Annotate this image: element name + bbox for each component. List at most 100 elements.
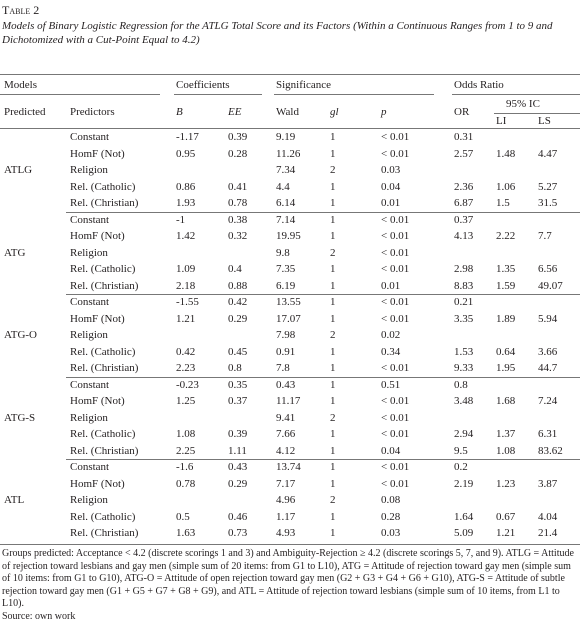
value-cell: 0.39 xyxy=(228,428,248,440)
model-label: ATL xyxy=(4,494,25,506)
header-cell: 95% IC xyxy=(506,98,540,110)
value-cell: 0.41 xyxy=(228,180,248,193)
predictor-cell: HomF (Not) xyxy=(70,395,125,407)
value-cell: 1 xyxy=(330,147,336,160)
value-cell: 2.25 xyxy=(176,444,196,457)
value-cell: 0.43 xyxy=(276,378,296,391)
value-cell: 1.23 xyxy=(496,477,516,490)
value-cell: 1 xyxy=(330,263,336,275)
value-cell: 0.08 xyxy=(381,494,401,506)
header-cell: B xyxy=(176,106,183,118)
value-cell: 9.5 xyxy=(454,444,468,457)
value-cell: 7.66 xyxy=(276,428,296,440)
predictor-cell: Religion xyxy=(70,329,108,341)
value-cell: 44.7 xyxy=(538,362,558,374)
value-cell: 5.27 xyxy=(538,180,558,193)
header-cell: LI xyxy=(496,115,507,127)
value-cell: 8.83 xyxy=(454,279,474,292)
predictor-cell: Religion xyxy=(70,246,108,259)
value-cell: 0.28 xyxy=(228,147,248,160)
value-cell: 0.35 xyxy=(228,378,248,391)
value-cell: 4.13 xyxy=(454,230,474,242)
rule xyxy=(0,74,580,75)
model-label: ATLG xyxy=(4,164,33,176)
predictor-cell: Rel. (Catholic) xyxy=(70,180,136,193)
value-cell: 0.42 xyxy=(228,296,248,308)
predictor-cell: Constant xyxy=(70,213,110,226)
value-cell: 2.94 xyxy=(454,428,474,440)
value-cell: 0.04 xyxy=(381,180,401,193)
value-cell: < 0.01 xyxy=(381,131,410,143)
value-cell: 1.21 xyxy=(496,527,516,539)
value-cell: 1 xyxy=(330,312,336,325)
value-cell: 0.43 xyxy=(228,461,248,473)
header-cell: EE xyxy=(228,106,242,118)
value-cell: 0.51 xyxy=(381,378,401,391)
predictor-cell: Religion xyxy=(70,411,108,424)
value-cell: < 0.01 xyxy=(381,263,410,275)
value-cell: < 0.01 xyxy=(381,411,410,424)
value-cell: -1.6 xyxy=(176,461,194,473)
group-rule xyxy=(66,376,580,378)
header-cell: p xyxy=(381,106,387,118)
value-cell: 1 xyxy=(330,345,336,358)
value-cell: 2.18 xyxy=(176,279,196,292)
model-label: ATG-S xyxy=(4,411,36,424)
value-cell: 7.7 xyxy=(538,230,552,242)
value-cell: < 0.01 xyxy=(381,312,410,325)
value-cell: -1 xyxy=(176,213,186,226)
value-cell: 2.19 xyxy=(454,477,474,490)
value-cell: 1 xyxy=(330,510,336,523)
value-cell: 1.89 xyxy=(496,312,516,325)
value-cell: 1 xyxy=(330,378,336,391)
value-cell: < 0.01 xyxy=(381,362,410,374)
value-cell: 1 xyxy=(330,213,336,226)
value-cell: 0.21 xyxy=(454,296,474,308)
value-cell: 4.93 xyxy=(276,527,296,539)
value-cell: 1 xyxy=(330,131,336,143)
value-cell: 1.06 xyxy=(496,180,516,193)
group-rule xyxy=(66,211,580,213)
value-cell: 0.01 xyxy=(381,197,401,209)
value-cell: 1 xyxy=(330,362,336,374)
rule xyxy=(174,94,262,95)
value-cell: 3.66 xyxy=(538,345,558,358)
value-cell: 21.4 xyxy=(538,527,558,539)
note-source: Source: own work xyxy=(2,610,76,622)
value-cell: 0.95 xyxy=(176,147,196,160)
value-cell: 0.78 xyxy=(228,197,248,209)
value-cell: 1.5 xyxy=(496,197,510,209)
predictor-cell: Constant xyxy=(70,378,110,391)
value-cell: 5.09 xyxy=(454,527,474,539)
rule xyxy=(494,113,580,114)
rule xyxy=(0,543,580,545)
model-label: ATG-O xyxy=(4,329,37,341)
value-cell: 5.94 xyxy=(538,312,558,325)
value-cell: 7.34 xyxy=(276,164,296,176)
predictor-cell: Rel. (Catholic) xyxy=(70,345,136,358)
value-cell: 4.04 xyxy=(538,510,558,523)
value-cell: 1.63 xyxy=(176,527,196,539)
value-cell: -1.17 xyxy=(176,131,199,143)
header-cell: gl xyxy=(330,106,339,118)
value-cell: 4.12 xyxy=(276,444,296,457)
value-cell: 0.04 xyxy=(381,444,401,457)
predictor-cell: HomF (Not) xyxy=(70,477,125,490)
value-cell: 1 xyxy=(330,395,336,407)
predictor-cell: Rel. (Christian) xyxy=(70,197,139,209)
value-cell: 0.31 xyxy=(454,131,474,143)
value-cell: 2 xyxy=(330,246,336,259)
predictor-cell: Religion xyxy=(70,164,108,176)
header-cell: LS xyxy=(538,115,551,127)
predictor-cell: Constant xyxy=(70,131,110,143)
notes: Groups predicted: Acceptance < 4.2 (disc… xyxy=(2,548,576,624)
predictor-cell: Religion xyxy=(70,494,108,506)
value-cell: 0.8 xyxy=(454,378,468,391)
value-cell: 1.11 xyxy=(228,444,247,457)
header-cell: Predictors xyxy=(70,106,115,118)
value-cell: 2 xyxy=(330,411,336,424)
predictor-cell: HomF (Not) xyxy=(70,312,125,325)
value-cell: 0.32 xyxy=(228,230,248,242)
value-cell: 0.03 xyxy=(381,164,401,176)
